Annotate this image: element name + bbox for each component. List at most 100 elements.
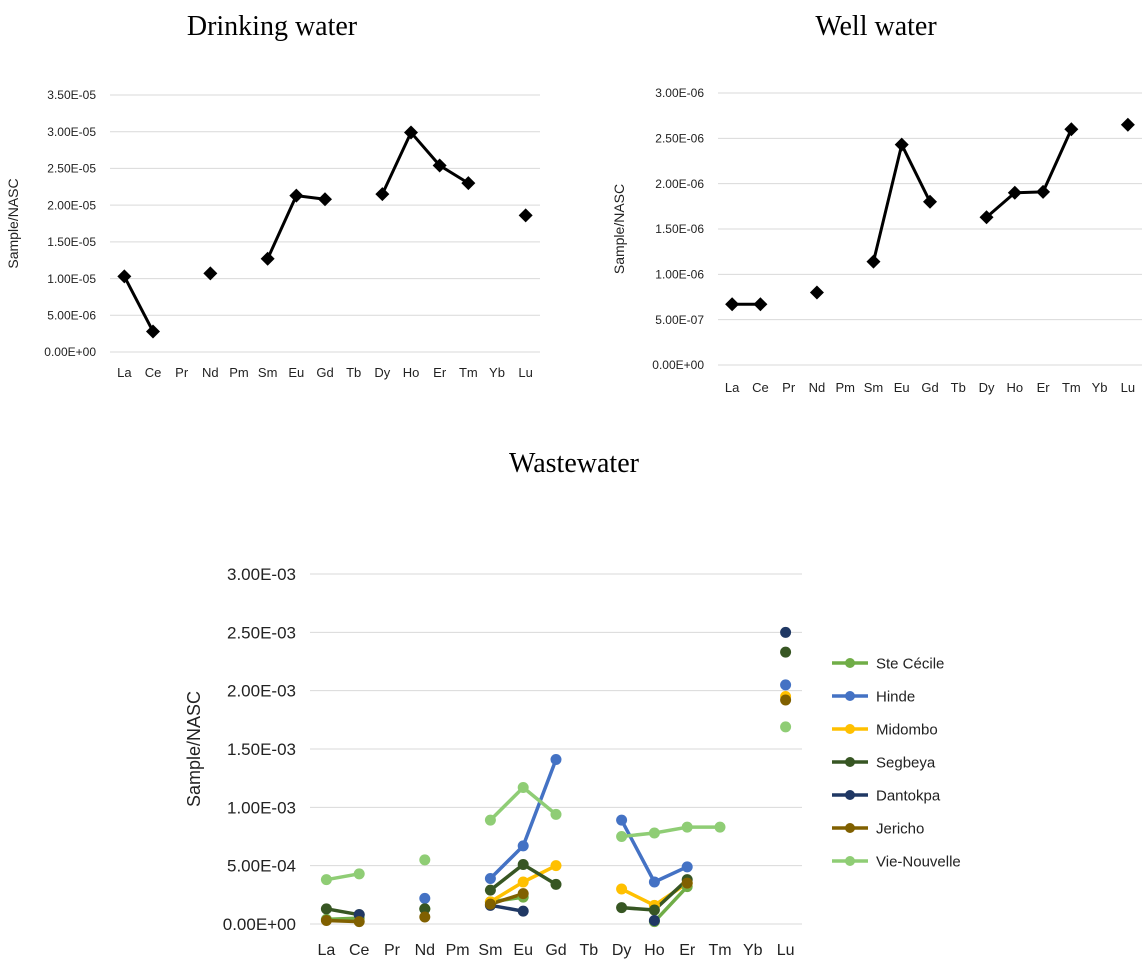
x-tick-label-la: La [725,380,740,395]
data-point [894,137,909,152]
y-tick-label: 5.00E-06 [47,308,96,322]
series-line-segment [438,163,470,185]
x-tick-label-dy: Dy [612,942,632,959]
y-tick-label: 3.00E-05 [47,125,96,139]
series-line-segment [488,903,525,913]
x-tick-label-eu: Eu [288,365,304,380]
data-point [320,874,332,886]
y-tick-label: 2.50E-03 [227,623,296,642]
data-point [484,873,496,884]
series-line-segment [652,825,689,835]
y-tick-label: 5.00E-07 [655,313,704,327]
x-tick-label-pm: Pm [835,380,855,395]
legend-label: Ste Cécile [876,655,944,672]
chart-title-drinking-water: Drinking water [187,11,358,42]
markers-dantokpa [353,626,792,926]
x-tick-label-dy: Dy [374,365,390,380]
data-point [517,859,529,870]
series-dantokpa [488,903,525,913]
x-tick-label-pr: Pr [175,365,189,380]
data-point [484,884,496,896]
legend-marker [845,790,855,800]
data-point [320,915,332,926]
data-point [923,194,937,209]
x-tick-label-tm: Tm [1062,380,1081,395]
data-point [320,903,332,915]
y-tick-label: 1.50E-03 [227,740,296,759]
x-tick-label-lu: Lu [777,942,795,959]
legend-marker [845,757,855,767]
markers-series-0 [117,125,533,339]
data-point [146,324,160,339]
x-tick-label-yb: Yb [489,365,505,380]
series-line-segment [652,884,689,924]
data-point [419,903,431,915]
x-tick-label-ce: Ce [349,942,370,959]
data-point [318,192,332,207]
x-tick-label-la: La [318,942,336,959]
series-line-segment [871,143,904,264]
x-tick-label-tb: Tb [951,380,966,395]
legend-marker [845,724,855,734]
legend-item-dantokpa: Dantokpa [832,787,941,804]
data-point [484,898,496,910]
y-tick-label: 3.00E-06 [655,86,704,100]
x-tick-label-sm: Sm [478,942,502,959]
series-line-segment [488,844,525,881]
y-tick-label: 2.00E-06 [655,177,704,191]
data-point [517,876,529,888]
legend-item-midombo: Midombo [832,721,938,738]
series-line-segment [652,865,689,884]
chart-title-wastewater: Wastewater [509,448,640,479]
series-line-segment [488,862,525,892]
x-tick-label-pr: Pr [782,380,796,395]
y-tick-label: 1.50E-05 [47,235,96,249]
series-series-0 [122,130,470,333]
y-axis-label: Sample/NASC [184,691,204,807]
data-point [550,860,562,872]
legend: Ste Cécile Hinde Midombo Segbeya Dantokpa Jer… [832,655,961,870]
y-tick-label: 5.00E-04 [227,857,296,876]
data-point [648,876,660,888]
data-point [419,854,431,866]
data-point [419,911,431,923]
legend-item-hinde: Hinde [832,688,915,705]
series-line-segment [488,880,525,904]
data-point [517,888,529,900]
x-tick-label-pm: Pm [229,365,249,380]
data-point [353,868,365,880]
data-point [117,269,132,284]
data-point [517,905,529,917]
x-tick-label-yb: Yb [1092,380,1108,395]
y-tick-label: 2.50E-06 [655,132,704,146]
well-water-chart: Well water 0.00E+00 5.00E-07 1.00E-06 1.50E… [611,11,1142,395]
x-tick-label-dy: Dy [979,380,995,395]
x-tick-label-ho: Ho [644,942,665,959]
legend-item-jericho: Jericho [832,820,924,837]
markers-vie-nouvelle [320,721,792,886]
legend-label: Dantokpa [876,787,941,804]
data-point [203,266,218,281]
series-line-segment [409,130,442,167]
x-tick-label-tm: Tm [708,942,731,959]
data-point [1120,117,1135,132]
data-point [432,158,447,173]
y-tick-label: 0.00E+00 [652,358,704,372]
x-tick-label-ho: Ho [403,365,420,380]
series-line-segment [488,785,525,822]
legend-marker [845,658,855,668]
x-tick-label-nd: Nd [809,380,826,395]
data-point [353,916,365,928]
series-line-segment [324,872,361,882]
legend-label: Segbeya [876,754,936,771]
x-tick-label-yb: Yb [743,942,763,959]
data-point [375,187,390,202]
series-line-segment [619,818,657,884]
data-point [517,782,529,793]
chart-title-well-water: Well water [815,11,937,42]
data-point [1007,185,1022,200]
series-line-segment [324,907,361,917]
data-point [725,297,740,312]
data-point [753,297,768,312]
